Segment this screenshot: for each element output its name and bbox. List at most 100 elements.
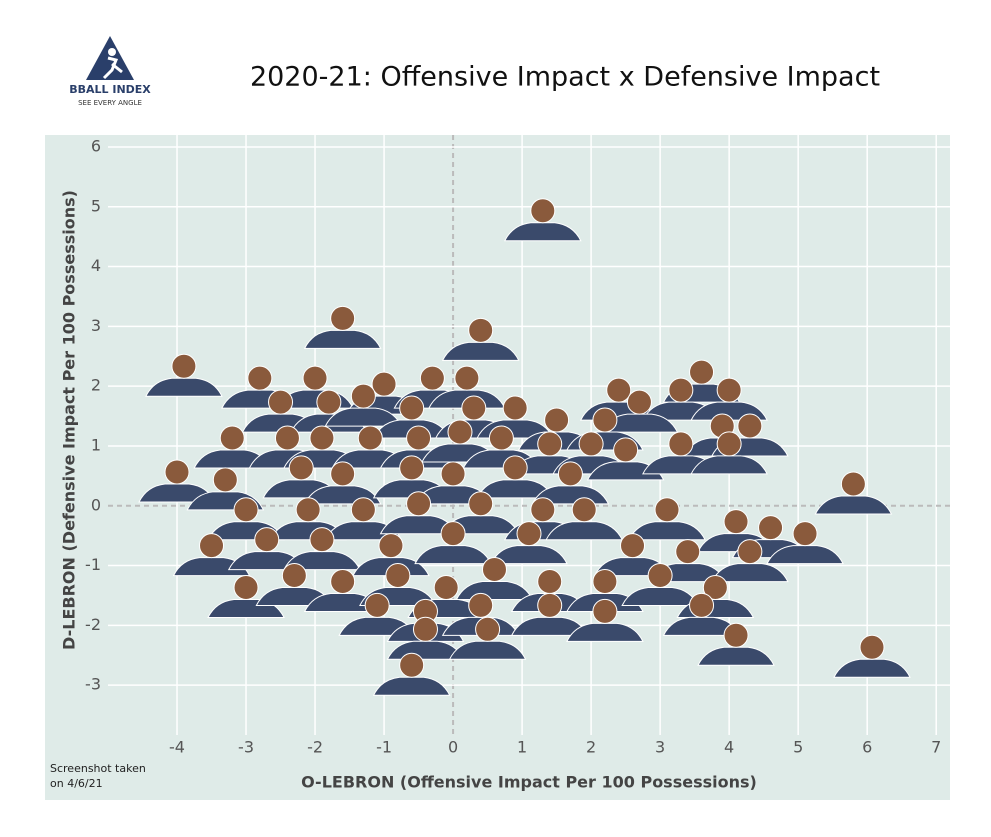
head	[723, 509, 749, 535]
head	[578, 431, 604, 457]
head	[212, 467, 238, 493]
player-point	[379, 491, 458, 535]
head	[199, 533, 225, 559]
player-point	[448, 616, 527, 660]
head	[309, 527, 335, 553]
head	[654, 497, 680, 523]
x-tick-label: 2	[586, 738, 596, 757]
jersey	[503, 222, 582, 242]
head	[840, 471, 866, 497]
head	[557, 461, 583, 487]
head	[571, 497, 597, 523]
player-point	[193, 425, 272, 469]
head	[233, 497, 259, 523]
head	[385, 562, 411, 588]
x-tick-label: 3	[655, 738, 665, 757]
jersey	[441, 341, 520, 361]
head	[357, 425, 383, 451]
note: Screenshot taken	[50, 762, 146, 775]
y-tick-label: -2	[85, 615, 101, 634]
player-point	[145, 353, 223, 397]
logo-tagline: SEE EVERY ANGLE	[78, 99, 142, 107]
chart-title: 2020-21: Offensive Impact x Defensive Im…	[250, 62, 880, 93]
x-tick-label: -4	[169, 738, 185, 757]
head	[281, 562, 307, 588]
head	[537, 568, 563, 594]
head	[716, 431, 742, 457]
jersey	[414, 545, 492, 565]
head	[502, 395, 528, 421]
head	[737, 539, 763, 565]
y-tick-label: 3	[91, 316, 101, 335]
head	[371, 371, 397, 397]
jersey	[283, 551, 361, 571]
y-tick-label: -1	[85, 555, 101, 574]
head	[475, 616, 501, 642]
head	[309, 425, 335, 451]
player-point	[503, 198, 582, 242]
head	[295, 497, 321, 523]
jersey	[448, 640, 527, 660]
head	[502, 455, 528, 481]
head	[613, 437, 639, 463]
head	[412, 616, 438, 642]
x-tick-label: -2	[307, 738, 323, 757]
jersey	[766, 545, 844, 565]
player-point	[303, 568, 382, 612]
head	[530, 198, 556, 224]
head	[468, 317, 494, 343]
head	[274, 425, 300, 451]
head	[440, 461, 466, 487]
logo-mark	[108, 48, 116, 56]
y-tick-label: -3	[85, 675, 101, 694]
head	[668, 431, 694, 457]
head	[689, 359, 715, 385]
x-tick-label: -1	[376, 738, 392, 757]
head	[606, 377, 632, 403]
player-point	[690, 431, 768, 475]
head	[488, 425, 514, 451]
player-point	[414, 521, 492, 565]
head	[268, 389, 294, 415]
x-tick-label: 1	[517, 738, 527, 757]
y-tick-label: 1	[91, 435, 101, 454]
head	[716, 377, 742, 403]
player-point	[269, 497, 347, 541]
jersey	[814, 495, 893, 515]
x-tick-label: 7	[931, 738, 941, 757]
x-tick-label: -3	[238, 738, 254, 757]
x-tick-label: 6	[862, 738, 872, 757]
head	[406, 491, 432, 517]
player-point	[303, 305, 382, 349]
y-tick-label: 5	[91, 196, 101, 215]
logo-text: BBALL INDEX	[69, 83, 151, 96]
head	[233, 574, 259, 600]
y-tick-label: 0	[91, 495, 101, 514]
head	[330, 461, 356, 487]
head	[288, 455, 314, 481]
player-point	[814, 471, 893, 515]
x-tick-label: 4	[724, 738, 734, 757]
player-point	[628, 497, 706, 541]
logo-mark	[102, 56, 123, 80]
player-point	[441, 317, 520, 361]
player-point	[490, 521, 568, 565]
head	[219, 425, 245, 451]
head	[723, 622, 749, 648]
head	[399, 652, 425, 678]
player-point	[138, 459, 216, 503]
jersey	[545, 521, 624, 541]
head	[792, 521, 818, 547]
player-point	[172, 533, 251, 577]
jersey	[145, 377, 223, 397]
x-tick-label: 0	[448, 738, 458, 757]
head	[481, 557, 507, 583]
jersey	[303, 329, 382, 349]
head	[592, 598, 618, 624]
head	[516, 521, 542, 547]
head	[164, 459, 190, 485]
logo: BBALL INDEX SEE EVERY ANGLE	[69, 36, 151, 107]
head	[433, 574, 459, 600]
y-tick-label: 4	[91, 256, 101, 275]
head	[675, 539, 701, 565]
